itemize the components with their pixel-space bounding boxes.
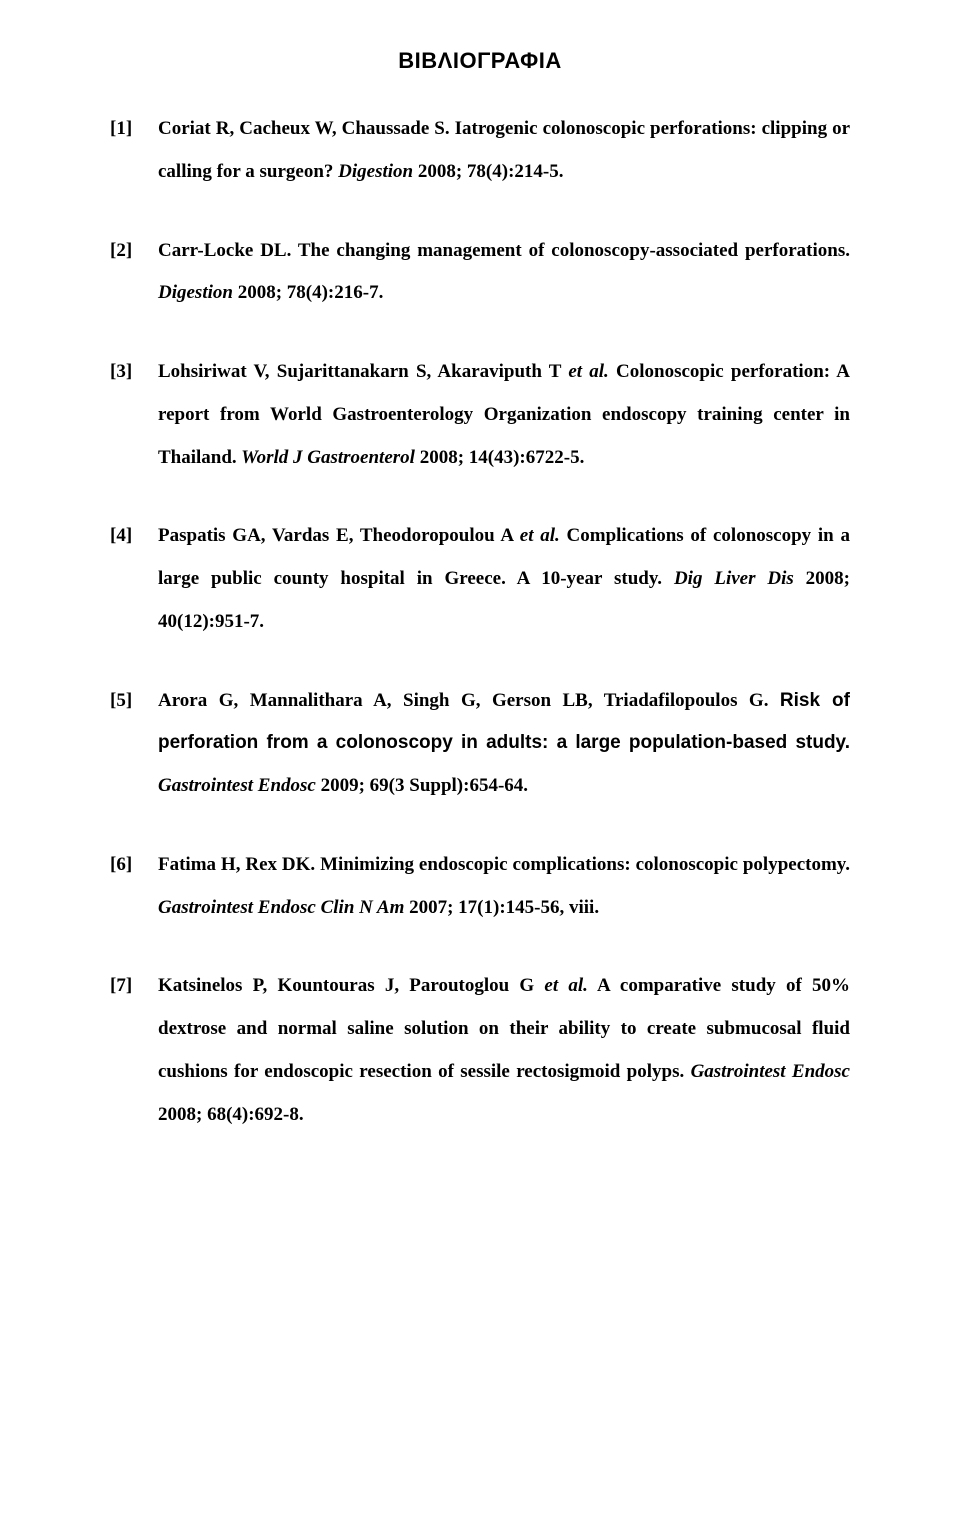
reference-item: [5] Arora G, Mannalithara A, Singh G, Ge…	[110, 680, 850, 808]
ref-title: Minimizing endoscopic complications: col…	[320, 854, 850, 875]
ref-journal: Digestion	[158, 282, 233, 303]
ref-number: [2]	[110, 230, 158, 273]
ref-number: [7]	[110, 965, 158, 1008]
ref-authors: Coriat R, Cacheux W, Chaussade S.	[158, 118, 455, 139]
ref-body: Lohsiriwat V, Sujarittanakarn S, Akaravi…	[158, 351, 850, 479]
bibliography-page: ΒΙΒΛΙΟΓΡΑΦΙΑ [1] Coriat R, Cacheux W, Ch…	[0, 0, 960, 1525]
ref-authors: Fatima H, Rex DK.	[158, 854, 320, 875]
ref-body: Carr-Locke DL. The changing management o…	[158, 230, 850, 316]
reference-item: [3] Lohsiriwat V, Sujarittanakarn S, Aka…	[110, 351, 850, 479]
ref-title: The changing management of colonoscopy-a…	[298, 240, 850, 261]
ref-number: [1]	[110, 108, 158, 151]
ref-etal: et al.	[544, 975, 587, 996]
ref-journal: Gastrointest Endosc Clin N Am	[158, 897, 404, 918]
ref-etal: et al.	[568, 361, 608, 382]
ref-citation: 2008; 78(4):214-5.	[413, 161, 563, 182]
reference-item: [4] Paspatis GA, Vardas E, Theodoropoulo…	[110, 515, 850, 643]
ref-authors: Arora G, Mannalithara A, Singh G, Gerson…	[158, 690, 780, 711]
ref-body: Coriat R, Cacheux W, Chaussade S. Iatrog…	[158, 108, 850, 194]
ref-body: Arora G, Mannalithara A, Singh G, Gerson…	[158, 680, 850, 808]
ref-body: Paspatis GA, Vardas E, Theodoropoulou A …	[158, 515, 850, 643]
reference-item: [1] Coriat R, Cacheux W, Chaussade S. Ia…	[110, 108, 850, 194]
ref-journal: Gastrointest Endosc	[684, 1061, 850, 1082]
ref-journal: Dig Liver Dis	[662, 568, 794, 589]
ref-number: [3]	[110, 351, 158, 394]
ref-journal: Digestion	[333, 161, 413, 182]
ref-number: [5]	[110, 680, 158, 723]
reference-item: [2] Carr-Locke DL. The changing manageme…	[110, 230, 850, 316]
ref-authors: Lohsiriwat V, Sujarittanakarn S, Akaravi…	[158, 361, 568, 382]
ref-etal: et al.	[520, 525, 560, 546]
ref-authors: Paspatis GA, Vardas E, Theodoropoulou A	[158, 525, 520, 546]
reference-item: [7] Katsinelos P, Kountouras J, Paroutog…	[110, 965, 850, 1136]
page-heading: ΒΙΒΛΙΟΓΡΑΦΙΑ	[110, 48, 850, 74]
ref-citation: 2008; 14(43):6722-5.	[415, 447, 584, 468]
ref-journal: World J Gastroenterol	[237, 447, 415, 468]
ref-citation: 2009; 69(3 Suppl):654-64.	[316, 775, 528, 796]
ref-citation: 2008; 68(4):692-8.	[158, 1104, 304, 1125]
ref-authors: Carr-Locke DL.	[158, 240, 298, 261]
ref-authors: Katsinelos P, Kountouras J, Paroutoglou …	[158, 975, 544, 996]
ref-citation: 2008; 78(4):216-7.	[233, 282, 383, 303]
ref-citation: 2007; 17(1):145-56, viii.	[404, 897, 599, 918]
ref-number: [6]	[110, 844, 158, 887]
ref-body: Katsinelos P, Kountouras J, Paroutoglou …	[158, 965, 850, 1136]
ref-journal: Gastrointest Endosc	[158, 775, 316, 796]
reference-item: [6] Fatima H, Rex DK. Minimizing endosco…	[110, 844, 850, 930]
ref-number: [4]	[110, 515, 158, 558]
ref-body: Fatima H, Rex DK. Minimizing endoscopic …	[158, 844, 850, 930]
